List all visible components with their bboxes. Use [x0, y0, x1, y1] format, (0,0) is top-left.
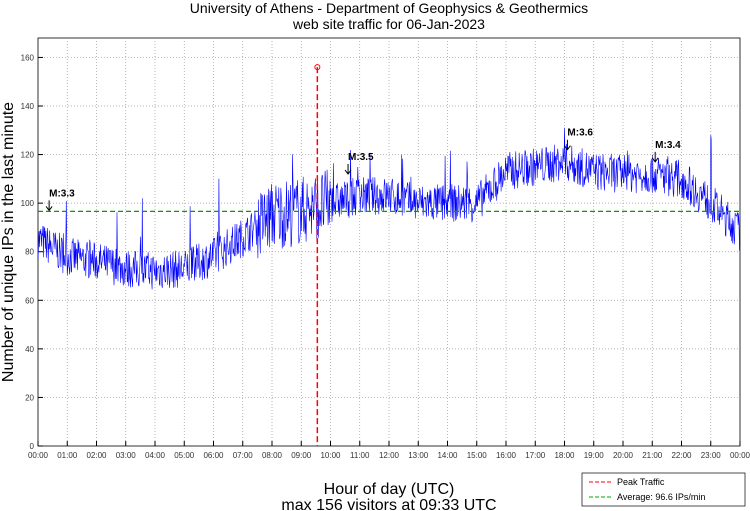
y-tick-label: 60	[25, 296, 34, 305]
x-tick-label: 21:00	[642, 451, 663, 460]
earthquake-arrow-icon	[564, 139, 571, 151]
x-tick-label: 14:00	[437, 451, 458, 460]
x-tick-label: 18:00	[554, 451, 575, 460]
y-tick-label: 40	[25, 345, 34, 354]
chart-subtitle: max 156 visitors at 09:33 UTC	[281, 497, 496, 511]
y-tick-label: 120	[21, 151, 35, 160]
x-tick-label: 12:00	[379, 451, 400, 460]
x-tick-label: 01:00	[57, 451, 78, 460]
earthquake-annotation: M:3.6	[567, 128, 593, 139]
earthquake-arrow-icon	[344, 164, 352, 175]
y-tick-label: 0	[30, 442, 35, 451]
earthquake-annotation: M:3.3	[49, 188, 75, 199]
legend: Peak Traffic Average: 96.6 IPs/min	[581, 472, 746, 507]
traffic-series-line	[37, 127, 741, 290]
x-tick-label: 10:00	[320, 451, 341, 460]
legend-average-label: Average: 96.6 IPs/min	[617, 492, 705, 502]
x-tick-label: 17:00	[525, 451, 546, 460]
x-tick-label: 11:00	[350, 451, 370, 460]
y-tick-label: 20	[25, 393, 34, 402]
chart-title-line2: web site traffic for 06-Jan-2023	[292, 16, 485, 32]
y-axis-label: Number of unique IPs in the last minute	[0, 102, 17, 382]
x-tick-label: 04:00	[145, 451, 166, 460]
x-tick-label: 08:00	[262, 451, 283, 460]
x-tick-label: 09:00	[291, 451, 312, 460]
earthquake-annotation: M:3.4	[655, 140, 681, 151]
legend-peak-label: Peak Traffic	[617, 477, 665, 487]
x-tick-label: 19:00	[584, 451, 605, 460]
x-tick-label: 22:00	[671, 451, 692, 460]
y-tick-label: 160	[21, 53, 35, 62]
x-tick-label: 02:00	[86, 451, 107, 460]
x-tick-label: 13:00	[408, 451, 429, 460]
earthquake-annotation: M:3.5	[348, 152, 374, 163]
x-tick-label: 00:00	[730, 451, 750, 460]
x-tick-label: 05:00	[174, 451, 195, 460]
x-tick-label: 06:00	[203, 451, 224, 460]
chart-title-line1: University of Athens - Department of Geo…	[190, 0, 588, 16]
earthquake-arrow-icon	[45, 200, 53, 212]
x-tick-label: 00:00	[28, 451, 49, 460]
y-tick-label: 80	[25, 248, 34, 257]
y-tick-label: 140	[21, 102, 35, 111]
peak-marker	[314, 64, 321, 71]
earthquake-arrow-icon	[651, 151, 659, 163]
x-tick-label: 07:00	[233, 451, 254, 460]
x-tick-label: 03:00	[116, 451, 137, 460]
x-axis-label: Hour of day (UTC)	[324, 481, 455, 498]
x-tick-label: 15:00	[467, 451, 488, 460]
x-tick-label: 23:00	[701, 451, 722, 460]
x-tick-label: 16:00	[496, 451, 517, 460]
y-tick-label: 100	[21, 199, 35, 208]
x-tick-label: 20:00	[613, 451, 634, 460]
